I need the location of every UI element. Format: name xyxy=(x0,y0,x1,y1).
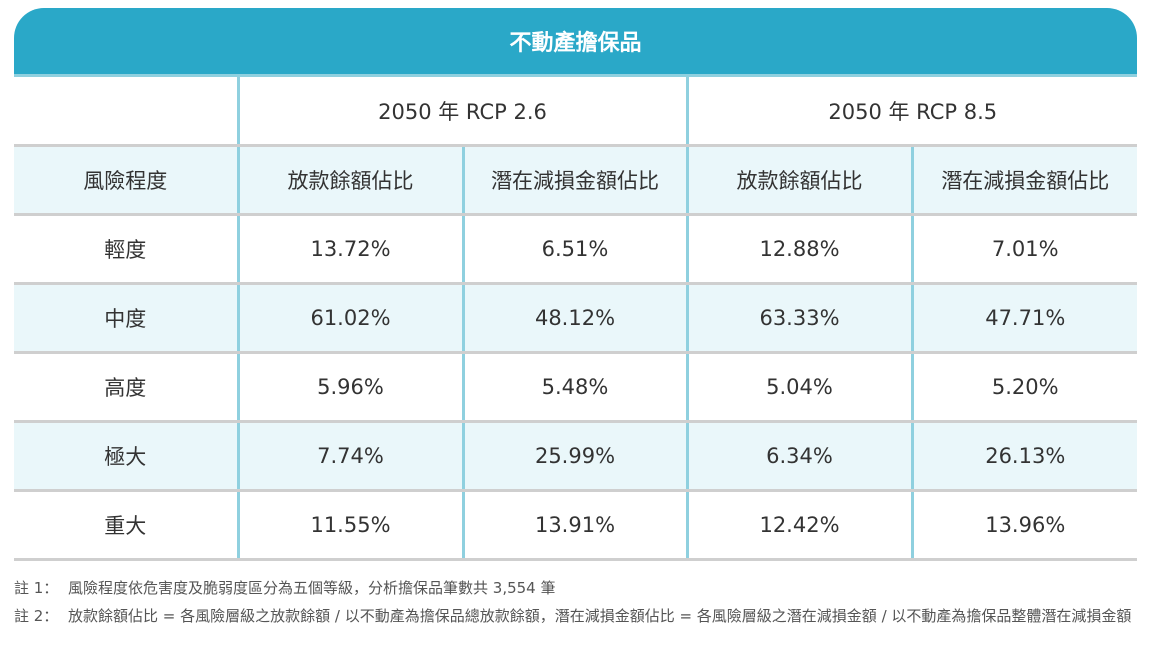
title-divider xyxy=(14,74,1137,77)
rcp26-loss-cell: 5.48% xyxy=(461,352,687,423)
rcp85-loan-cell: 5.04% xyxy=(685,352,912,423)
rcp26-loan-cell: 5.96% xyxy=(236,352,463,423)
rcp26-loss-cell: 13.91% xyxy=(461,490,687,561)
table-title: 不動產擔保品 xyxy=(509,31,642,56)
empty-corner-cell xyxy=(14,77,238,147)
rcp85-loss-share-header: 潛在減損金額佔比 xyxy=(910,145,1137,216)
scenario-header-row: 2050 年 RCP 2.6 2050 年 RCP 8.5 xyxy=(14,77,1137,147)
rcp85-loan-cell: 63.33% xyxy=(685,283,912,354)
scenario-rcp85-header: 2050 年 RCP 8.5 xyxy=(685,77,1137,147)
rcp26-loan-cell: 11.55% xyxy=(236,490,463,561)
note-2-label: 註 2： xyxy=(14,607,59,625)
rcp26-loss-cell: 25.99% xyxy=(461,421,687,492)
risk-level-cell: 中度 xyxy=(14,283,238,354)
collateral-risk-table: 2050 年 RCP 2.6 2050 年 RCP 8.5 風險程度 放款餘額佔… xyxy=(14,77,1137,561)
rcp26-loan-cell: 7.74% xyxy=(236,421,463,492)
rcp85-loan-share-header: 放款餘額佔比 xyxy=(685,145,912,216)
risk-level-cell: 輕度 xyxy=(14,214,238,285)
table-row: 輕度 13.72% 6.51% 12.88% 7.01% xyxy=(14,214,1137,285)
table-row: 極大 7.74% 25.99% 6.34% 26.13% xyxy=(14,421,1137,492)
rcp85-loss-cell: 5.20% xyxy=(910,352,1137,423)
rcp26-loan-cell: 61.02% xyxy=(236,283,463,354)
table-row: 高度 5.96% 5.48% 5.04% 5.20% xyxy=(14,352,1137,423)
risk-level-header: 風險程度 xyxy=(14,145,238,216)
table-row: 中度 61.02% 48.12% 63.33% 47.71% xyxy=(14,283,1137,354)
rcp85-loss-cell: 47.71% xyxy=(910,283,1137,354)
rcp85-loan-cell: 6.34% xyxy=(685,421,912,492)
scenario-rcp26-header: 2050 年 RCP 2.6 xyxy=(236,77,687,147)
rcp85-loan-cell: 12.42% xyxy=(685,490,912,561)
table-row: 重大 11.55% 13.91% 12.42% 13.96% xyxy=(14,490,1137,561)
rcp85-loss-cell: 26.13% xyxy=(910,421,1137,492)
risk-level-cell: 極大 xyxy=(14,421,238,492)
rcp85-loss-cell: 7.01% xyxy=(910,214,1137,285)
column-header-row: 風險程度 放款餘額佔比 潛在減損金額佔比 放款餘額佔比 潛在減損金額佔比 xyxy=(14,145,1137,216)
table-title-bar: 不動產擔保品 xyxy=(14,8,1137,74)
risk-level-cell: 重大 xyxy=(14,490,238,561)
note-2: 註 2： 放款餘額佔比 = 各風險層級之放款餘額 / 以不動產為擔保品總放款餘額… xyxy=(14,602,1137,630)
rcp26-loss-share-header: 潛在減損金額佔比 xyxy=(461,145,687,216)
note-1-text: 風險程度依危害度及脆弱度區分為五個等級，分析擔保品筆數共 3,554 筆 xyxy=(68,579,556,597)
rcp26-loan-share-header: 放款餘額佔比 xyxy=(236,145,463,216)
table-notes: 註 1： 風險程度依危害度及脆弱度區分為五個等級，分析擔保品筆數共 3,554 … xyxy=(14,574,1137,630)
rcp85-loan-cell: 12.88% xyxy=(685,214,912,285)
rcp26-loan-cell: 13.72% xyxy=(236,214,463,285)
rcp26-loss-cell: 6.51% xyxy=(461,214,687,285)
note-1-label: 註 1： xyxy=(14,579,59,597)
risk-level-cell: 高度 xyxy=(14,352,238,423)
note-2-text: 放款餘額佔比 = 各風險層級之放款餘額 / 以不動產為擔保品總放款餘額，潛在減損… xyxy=(68,607,1132,625)
rcp85-loss-cell: 13.96% xyxy=(910,490,1137,561)
note-1: 註 1： 風險程度依危害度及脆弱度區分為五個等級，分析擔保品筆數共 3,554 … xyxy=(14,574,1137,602)
rcp26-loss-cell: 48.12% xyxy=(461,283,687,354)
